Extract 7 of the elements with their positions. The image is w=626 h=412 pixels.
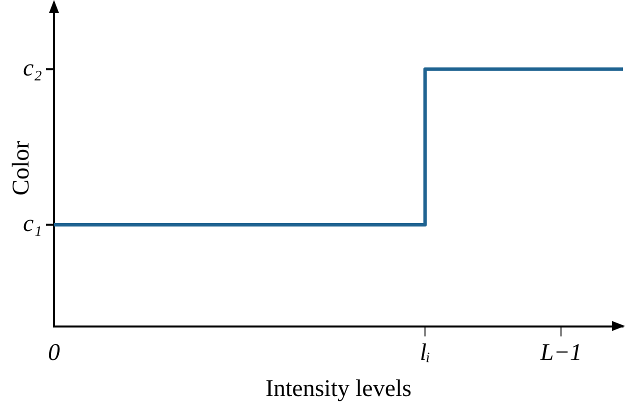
x-tick-label: L−1 [539, 340, 582, 366]
x-axis-title: Intensity levels [266, 376, 412, 402]
x-tick-label: 0 [48, 340, 60, 366]
text: c₂ [23, 55, 42, 82]
y-axis-title: Color [8, 140, 35, 196]
x-tick-label: lᵢ [420, 340, 430, 366]
text: c₁ [23, 211, 42, 238]
